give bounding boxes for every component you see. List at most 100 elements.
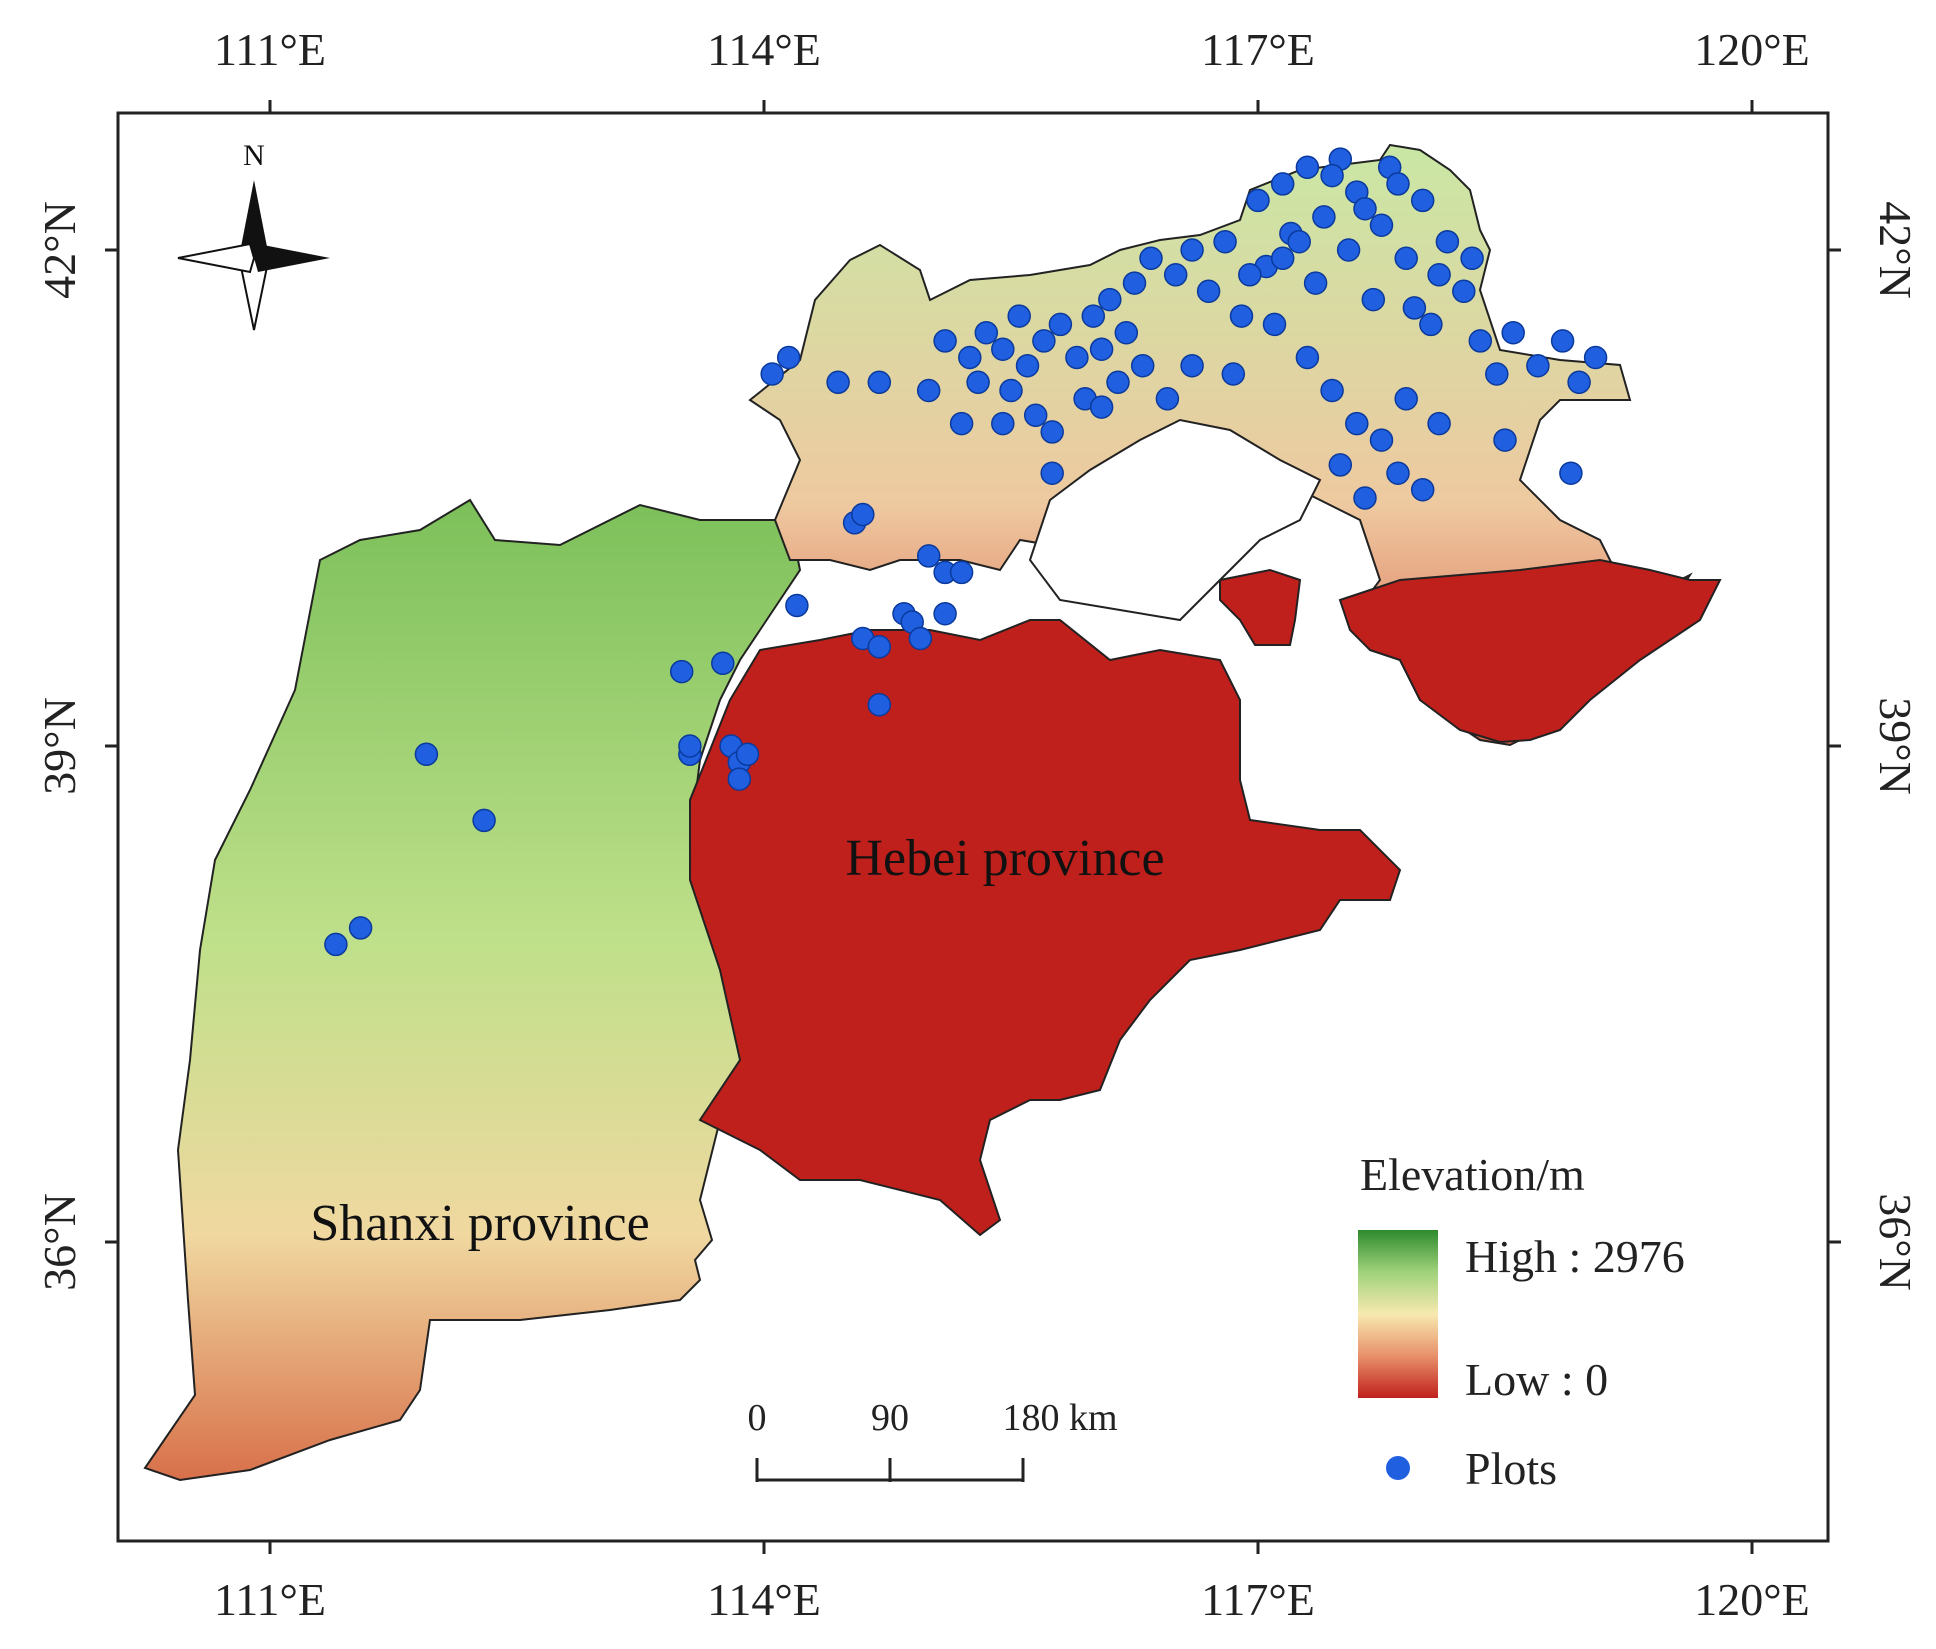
plot-point <box>1345 411 1369 436</box>
plot-point <box>1180 238 1204 262</box>
lon-label-top-0: 111°E <box>214 24 326 75</box>
plot-point <box>1394 246 1418 271</box>
plot-point <box>1303 271 1328 295</box>
plot-point <box>949 411 974 436</box>
scale-bar <box>755 1458 1025 1482</box>
legend-plots-label: Plots <box>1465 1443 1557 1494</box>
plot-point <box>1369 213 1394 237</box>
plot-point <box>851 502 875 527</box>
plot-point <box>735 742 760 767</box>
plot-point <box>414 742 439 767</box>
plot-point <box>1122 271 1147 295</box>
hebei-east-plain-area <box>1338 558 1722 744</box>
plot-point <box>1089 337 1114 361</box>
plot-point <box>1394 387 1418 411</box>
plot-point <box>908 626 933 651</box>
plot-point <box>1402 296 1427 320</box>
lon-label-bottom-2: 117°E <box>1201 1574 1315 1625</box>
plot-point <box>472 808 496 833</box>
plot-point <box>1410 477 1435 502</box>
plot-point <box>1427 263 1451 287</box>
plot-point <box>1452 279 1476 304</box>
plot-point <box>867 635 892 659</box>
plot-point <box>1583 345 1608 370</box>
plot-point <box>826 370 850 395</box>
plot-point <box>348 916 373 940</box>
plot-point <box>1353 196 1377 221</box>
plot-point <box>1559 461 1583 485</box>
plot-point <box>1130 353 1155 378</box>
plot-point <box>1213 229 1237 254</box>
hebei-plain-area <box>689 619 1402 1237</box>
plot-point <box>1353 486 1377 510</box>
plot-point <box>1221 362 1246 386</box>
plot-point <box>1460 246 1484 271</box>
plot-point <box>1023 403 1048 428</box>
plot-point <box>1501 320 1525 345</box>
plot-point <box>974 320 999 345</box>
plot-point <box>1196 279 1221 304</box>
plot-point <box>1328 453 1353 477</box>
plot-point <box>1015 353 1040 378</box>
lat-label-right-2: 36°N <box>1870 1193 1921 1291</box>
beijing-gap <box>1028 418 1322 622</box>
scale-label-0: 0 <box>748 1397 767 1439</box>
plot-point <box>760 362 784 386</box>
plot-point <box>1567 370 1591 395</box>
lon-label-top-3: 120°E <box>1694 24 1810 75</box>
plot-point <box>991 411 1015 436</box>
plot-point <box>1262 312 1287 337</box>
plot-point <box>1369 428 1394 452</box>
plot-point <box>1098 287 1122 312</box>
plot-point <box>1032 329 1056 353</box>
plot-point <box>1040 461 1064 485</box>
plot-point <box>1386 172 1410 196</box>
graticule-ticks <box>105 100 1841 1554</box>
lon-label-top-1: 114°E <box>707 24 821 75</box>
plot-point <box>1246 188 1270 213</box>
lon-label-bottom-0: 111°E <box>214 1574 326 1625</box>
region-label-shanxi: Shanxi province <box>310 1195 649 1252</box>
plot-point <box>1435 229 1460 254</box>
plot-point <box>1007 304 1031 328</box>
plot-point <box>1040 420 1064 444</box>
plot-point <box>1320 378 1344 403</box>
plot-point <box>933 601 957 626</box>
plot-point <box>1270 246 1295 271</box>
legend-high-label: High : 2976 <box>1465 1231 1685 1282</box>
plot-point <box>916 544 941 568</box>
plot-point <box>1493 428 1517 452</box>
plot-point <box>1065 345 1089 370</box>
plot-point <box>1180 353 1204 378</box>
legend-title: Elevation/m <box>1360 1149 1585 1200</box>
lon-label-bottom-3: 120°E <box>1694 1574 1810 1625</box>
region-label-hebei: Hebei province <box>845 830 1164 887</box>
lat-label-left-2: 36°N <box>34 1193 85 1291</box>
lat-label-right-1: 39°N <box>1870 697 1921 795</box>
plot-point <box>1526 353 1550 378</box>
legend-low-label: Low : 0 <box>1465 1354 1608 1405</box>
plot-point <box>1270 172 1295 196</box>
plot-point <box>1287 229 1311 254</box>
plot-point <box>867 692 892 717</box>
lon-label-top-2: 117°E <box>1201 24 1315 75</box>
lon-label-bottom-1: 114°E <box>707 1574 821 1625</box>
north-label: N <box>243 139 265 172</box>
plot-point <box>1089 395 1114 419</box>
plot-point <box>949 560 974 585</box>
plot-point <box>916 378 941 403</box>
plot-point <box>1427 411 1451 436</box>
north-arrow-icon: N <box>177 139 330 331</box>
lat-label-left-1: 39°N <box>34 697 85 795</box>
plot-point <box>1361 287 1386 312</box>
shanxi-province-area <box>143 498 802 1482</box>
plot-point <box>785 593 809 618</box>
plot-point <box>1295 345 1320 370</box>
plot-point <box>999 378 1023 403</box>
plot-point <box>776 345 801 370</box>
legend-gradient <box>1358 1230 1438 1398</box>
plot-point <box>1114 320 1139 345</box>
enclave-area <box>1219 568 1302 646</box>
lat-label-left-0: 42°N <box>34 201 85 299</box>
